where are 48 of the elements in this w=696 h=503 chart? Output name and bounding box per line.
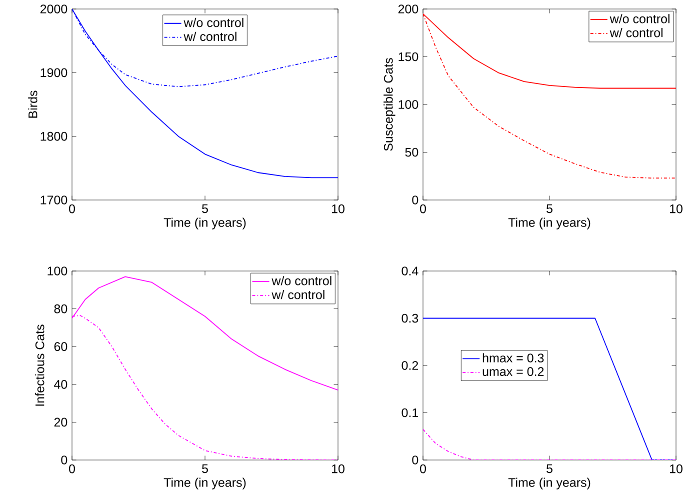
legend-label: w/ control (184, 32, 236, 42)
y-tick-label: 150 (398, 52, 418, 62)
y-tick-label: 0 (412, 196, 418, 204)
legend-label: w/o control (610, 14, 670, 24)
y-axis-title: Birds (28, 90, 38, 118)
y-tick-label: 50 (405, 148, 418, 157)
legend-label: umax = 0.2 (482, 367, 544, 376)
x-axis-title: Time (in years) (164, 478, 246, 490)
y-tick-label: 0 (412, 456, 418, 464)
y-axis-title: Infectious Cats (35, 324, 44, 406)
x-tick-label: 5 (202, 204, 208, 214)
y-tick-label: 1800 (40, 132, 68, 141)
x-axis-title: Time (in years) (164, 218, 246, 230)
x-tick-label: 5 (202, 464, 208, 474)
x-tick-label: 5 (546, 204, 552, 214)
x-axis-title: Time (in years) (508, 478, 590, 490)
x-tick-label: 0 (69, 204, 75, 214)
line-series (423, 428, 676, 460)
x-tick-label: 0 (69, 464, 75, 474)
x-tick-label: 5 (546, 464, 552, 474)
y-tick-label: 100 (398, 100, 418, 109)
y-tick-label: 80 (54, 304, 68, 314)
legend-label: hmax = 0.3 (482, 353, 544, 362)
x-tick-label: 10 (332, 204, 344, 214)
y-tick-label: 20 (54, 418, 68, 427)
y-tick-label: 100 (48, 266, 68, 276)
legend-label: w/o control (184, 18, 244, 28)
y-tick-label: 0.1 (402, 408, 418, 418)
legend-label: w/ control (610, 28, 662, 38)
y-tick-label: 1900 (40, 68, 68, 78)
x-tick-label: 10 (332, 464, 344, 474)
y-tick-label: 1700 (40, 196, 68, 204)
x-axis-title: Time (in years) (508, 218, 590, 230)
x-tick-label: 0 (420, 464, 426, 474)
x-tick-label: 10 (670, 464, 682, 474)
y-tick-label: 60 (54, 342, 68, 352)
y-axis-title: Susceptible Cats (384, 58, 396, 151)
y-tick-label: 2000 (40, 4, 68, 14)
legend-label: w/o control (272, 276, 332, 286)
y-tick-label: 0.2 (402, 361, 418, 370)
y-tick-label: 40 (54, 380, 68, 389)
y-tick-label: 200 (398, 4, 418, 14)
y-tick-label: 0 (61, 456, 68, 464)
x-tick-label: 0 (420, 204, 426, 214)
y-tick-label: 0.4 (402, 266, 418, 276)
x-tick-label: 10 (670, 204, 682, 214)
y-tick-label: 0.3 (402, 314, 418, 323)
legend-label: w/ control (272, 290, 324, 300)
